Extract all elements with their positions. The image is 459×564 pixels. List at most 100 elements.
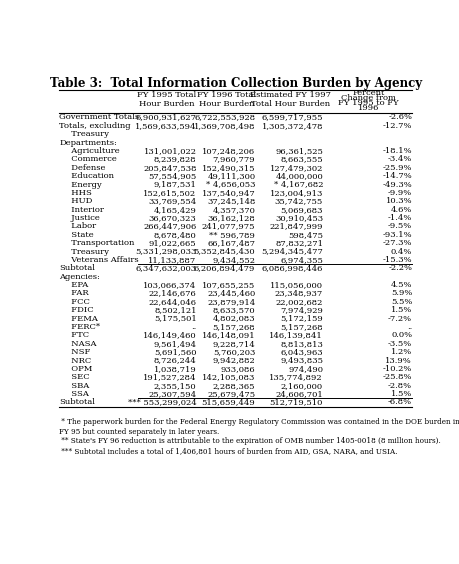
Text: 22,002,682: 22,002,682 [275, 298, 322, 306]
Text: SEC: SEC [66, 373, 89, 381]
Text: -3.5%: -3.5% [387, 340, 411, 348]
Text: FCC: FCC [66, 298, 90, 306]
Text: 1.5%: 1.5% [390, 306, 411, 314]
Text: 0.4%: 0.4% [390, 248, 411, 255]
Text: 146,149,460: 146,149,460 [143, 332, 196, 340]
Text: 598,475: 598,475 [287, 231, 322, 239]
Text: Estimated FY 1997: Estimated FY 1997 [249, 91, 330, 99]
Text: 5,331,298,033: 5,331,298,033 [135, 248, 196, 255]
Text: 933,086: 933,086 [220, 365, 255, 373]
Text: 9,942,882: 9,942,882 [212, 356, 255, 364]
Text: 5,352,845,430: 5,352,845,430 [193, 248, 255, 255]
Text: -2.8%: -2.8% [387, 382, 411, 390]
Text: 6,974,355: 6,974,355 [280, 256, 322, 264]
Text: 1996: 1996 [357, 104, 378, 112]
Text: 1,569,633,594: 1,569,633,594 [135, 122, 196, 130]
Text: 152,615,502: 152,615,502 [143, 189, 196, 197]
Text: 205,847,538: 205,847,538 [143, 164, 196, 172]
Text: 22,146,676: 22,146,676 [148, 289, 196, 297]
Text: EPA: EPA [66, 281, 88, 289]
Text: 5,172,159: 5,172,159 [280, 315, 322, 323]
Text: 266,447,906: 266,447,906 [143, 222, 196, 231]
Text: 11,133,887: 11,133,887 [148, 256, 196, 264]
Text: FAR: FAR [66, 289, 88, 297]
Text: 142,105,083: 142,105,083 [202, 373, 255, 381]
Text: 8,502,121: 8,502,121 [154, 306, 196, 314]
Text: 974,490: 974,490 [287, 365, 322, 373]
Text: Total Hour Burden: Total Hour Burden [250, 100, 329, 108]
Text: FERC*: FERC* [66, 323, 100, 331]
Text: 9,561,494: 9,561,494 [153, 340, 196, 348]
Text: 137,540,947: 137,540,947 [201, 189, 255, 197]
Text: -9.9%: -9.9% [387, 189, 411, 197]
Text: FY 1995 Total: FY 1995 Total [137, 91, 196, 99]
Text: 0.0%: 0.0% [390, 332, 411, 340]
Text: Agencies:: Agencies: [59, 273, 100, 281]
Text: 5,157,268: 5,157,268 [212, 323, 255, 331]
Text: Energy: Energy [66, 180, 101, 188]
Text: * The paperwork burden for the Federal Energy Regulatory Commission was containe: * The paperwork burden for the Federal E… [59, 418, 459, 426]
Text: 25,679,475: 25,679,475 [207, 390, 255, 398]
Text: 221,847,999: 221,847,999 [269, 222, 322, 231]
Text: 4.6%: 4.6% [390, 206, 411, 214]
Text: 5,069,683: 5,069,683 [280, 206, 322, 214]
Text: 241,077,975: 241,077,975 [202, 222, 255, 231]
Text: -2.6%: -2.6% [387, 113, 411, 121]
Text: 10.3%: 10.3% [385, 197, 411, 205]
Text: 512,719,510: 512,719,510 [269, 398, 322, 407]
Text: 515,659,449: 515,659,449 [201, 398, 255, 407]
Text: 8,726,244: 8,726,244 [153, 356, 196, 364]
Text: 66,167,487: 66,167,487 [207, 239, 255, 247]
Text: FY 1996 Total: FY 1996 Total [197, 91, 256, 99]
Text: 8,813,813: 8,813,813 [280, 340, 322, 348]
Text: 9,228,714: 9,228,714 [212, 340, 255, 348]
Text: 5,691,560: 5,691,560 [154, 348, 196, 356]
Text: Agriculture: Agriculture [66, 147, 119, 155]
Text: Justice: Justice [66, 214, 99, 222]
Text: 4,165,429: 4,165,429 [153, 206, 196, 214]
Text: 1,305,372,478: 1,305,372,478 [261, 122, 322, 130]
Text: 6,206,894,479: 6,206,894,479 [194, 265, 255, 272]
Text: 24,606,701: 24,606,701 [275, 390, 322, 398]
Text: -2.2%: -2.2% [387, 265, 411, 272]
Text: 5,294,345,477: 5,294,345,477 [261, 248, 322, 255]
Text: -1.4%: -1.4% [387, 214, 411, 222]
Text: 22,644,046: 22,644,046 [148, 298, 196, 306]
Text: 103,066,374: 103,066,374 [143, 281, 196, 289]
Text: -15.3%: -15.3% [382, 256, 411, 264]
Text: 6,347,632,003: 6,347,632,003 [135, 265, 196, 272]
Text: 25,307,594: 25,307,594 [148, 390, 196, 398]
Text: 30,910,453: 30,910,453 [274, 214, 322, 222]
Text: 1.2%: 1.2% [390, 348, 411, 356]
Text: 33,769,554: 33,769,554 [148, 197, 196, 205]
Text: 6,900,931,627: 6,900,931,627 [135, 113, 196, 121]
Text: Treasury: Treasury [66, 248, 108, 255]
Text: 123,004,913: 123,004,913 [269, 189, 322, 197]
Text: ..: .. [191, 323, 196, 331]
Text: 4,357,370: 4,357,370 [212, 206, 255, 214]
Text: -93.1%: -93.1% [382, 231, 411, 239]
Text: *** Subtotal includes a total of 1,406,801 hours of burden from AID, GSA, NARA, : *** Subtotal includes a total of 1,406,8… [59, 447, 397, 455]
Text: * 4,656,053: * 4,656,053 [206, 180, 255, 188]
Text: 36,670,323: 36,670,323 [148, 214, 196, 222]
Text: 5,760,203: 5,760,203 [213, 348, 255, 356]
Text: -14.7%: -14.7% [381, 172, 411, 180]
Text: -9.5%: -9.5% [387, 222, 411, 231]
Text: FY 1995 to FY: FY 1995 to FY [337, 99, 398, 107]
Text: 152,490,315: 152,490,315 [202, 164, 255, 172]
Text: 37,245,148: 37,245,148 [207, 197, 255, 205]
Text: 35,742,755: 35,742,755 [274, 197, 322, 205]
Text: 131,001,022: 131,001,022 [143, 147, 196, 155]
Text: 107,248,206: 107,248,206 [202, 147, 255, 155]
Text: -7.2%: -7.2% [387, 315, 411, 323]
Text: Departments:: Departments: [59, 139, 117, 147]
Text: 4.5%: 4.5% [390, 281, 411, 289]
Text: 9,434,552: 9,434,552 [212, 256, 255, 264]
Text: 6,043,963: 6,043,963 [280, 348, 322, 356]
Text: 5.5%: 5.5% [390, 298, 411, 306]
Text: 5,175,501: 5,175,501 [153, 315, 196, 323]
Text: 191,527,284: 191,527,284 [143, 373, 196, 381]
Text: Commerce: Commerce [66, 155, 116, 164]
Text: -25.8%: -25.8% [382, 373, 411, 381]
Text: 9,493,835: 9,493,835 [280, 356, 322, 364]
